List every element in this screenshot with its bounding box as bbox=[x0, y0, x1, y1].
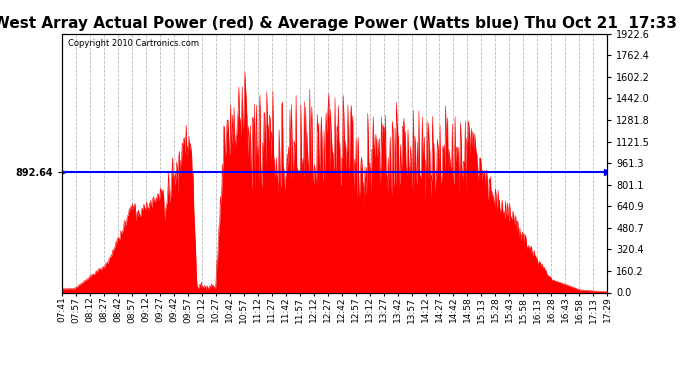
Text: Copyright 2010 Cartronics.com: Copyright 2010 Cartronics.com bbox=[68, 39, 199, 48]
Title: West Array Actual Power (red) & Average Power (Watts blue) Thu Oct 21  17:33: West Array Actual Power (red) & Average … bbox=[0, 16, 677, 31]
